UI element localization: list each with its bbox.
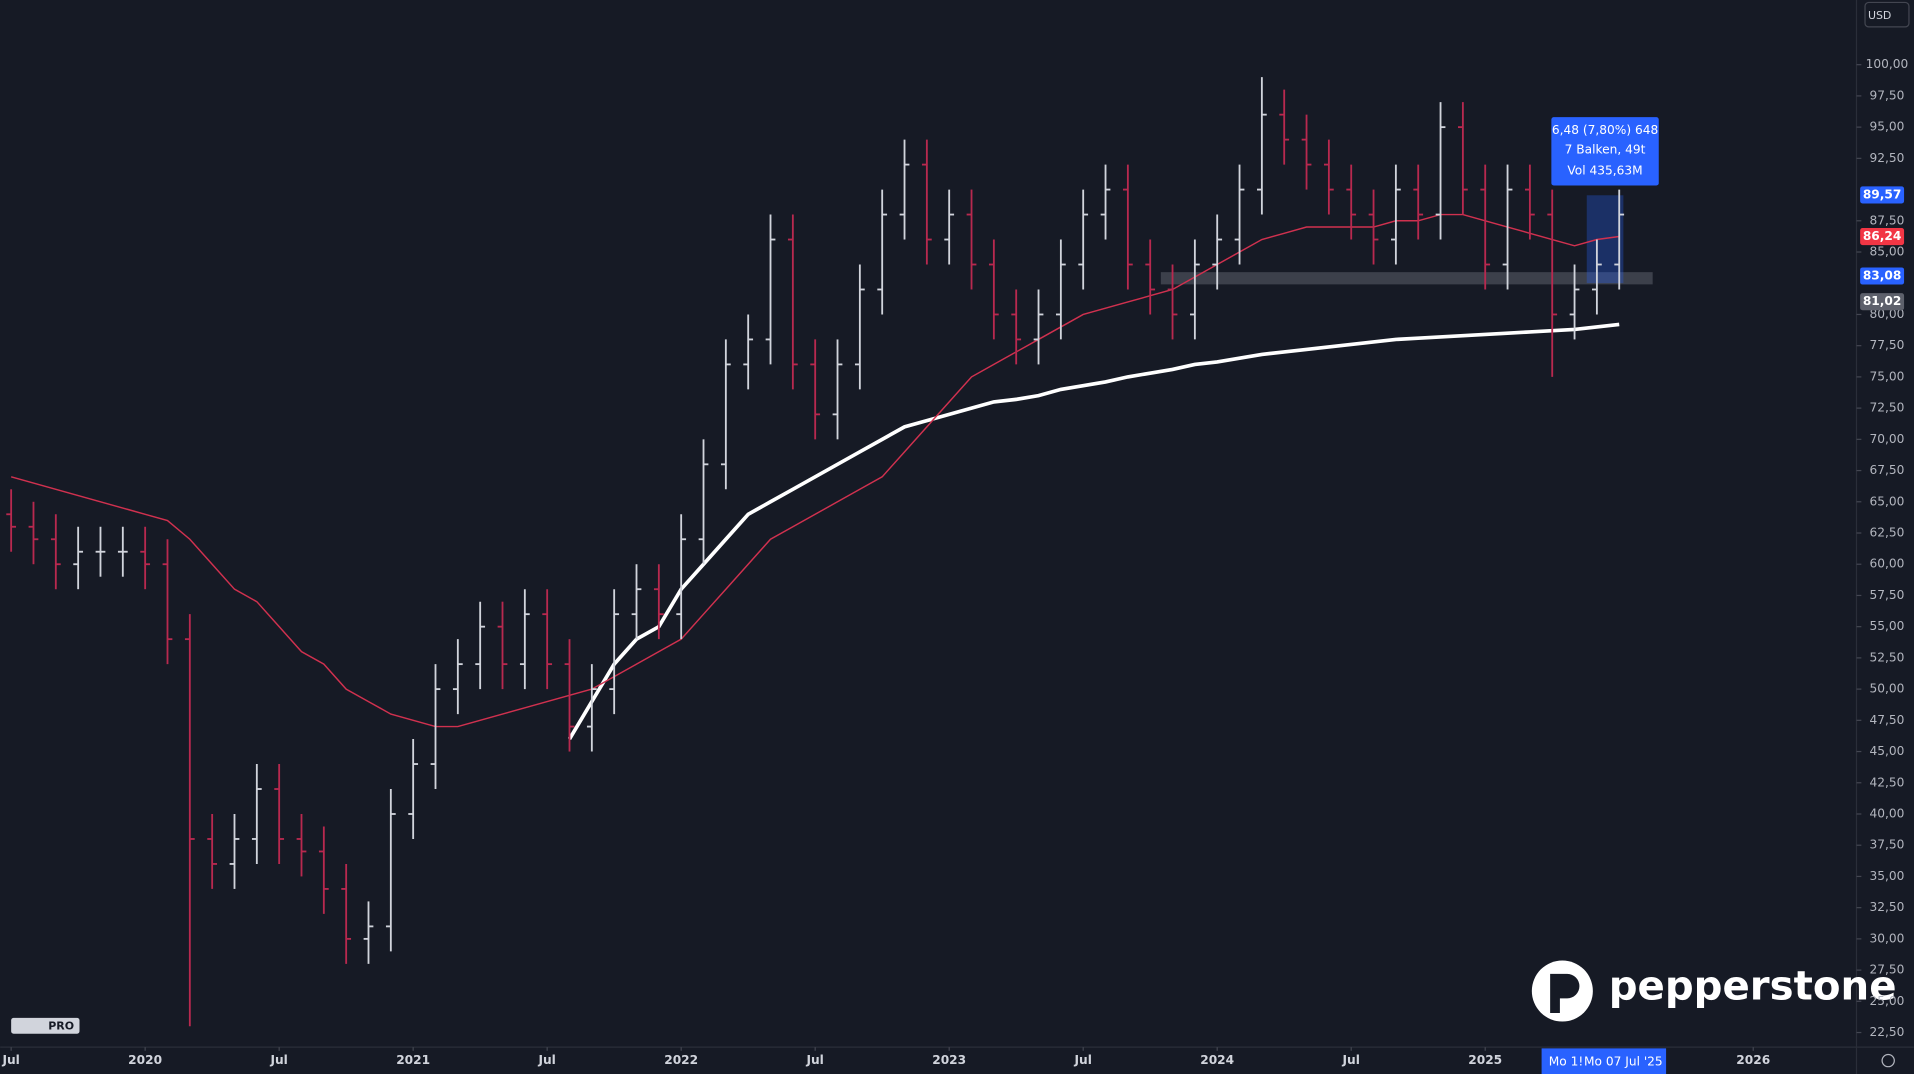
price-badge (1860, 186, 1905, 204)
y-tick-label: 80,00 (1870, 307, 1905, 321)
crosshair-date: Mo 07 Jul '25 (1584, 1054, 1663, 1068)
tooltip-line: 7 Balken, 49t (1565, 143, 1646, 157)
price-badge-label: 83,08 (1863, 268, 1902, 282)
y-tick-label: 25,00 (1870, 994, 1905, 1008)
x-tick-label: Jul (805, 1053, 823, 1067)
x-tick-label: Jul (1, 1053, 19, 1067)
y-tick-label: 60,00 (1870, 557, 1905, 571)
y-tick-label: 50,00 (1870, 682, 1905, 696)
brand-name: pepperstone (1609, 964, 1897, 1010)
plot (6, 77, 1625, 1027)
y-tick-label: 95,00 (1870, 120, 1905, 134)
x-tick-label: Jul (1342, 1053, 1360, 1067)
brand-logo: pepperstone (1531, 960, 1897, 1022)
settings-icon[interactable] (1881, 1053, 1895, 1068)
y-tick-label: 75,00 (1870, 369, 1905, 383)
measure-area (1586, 195, 1624, 284)
x-tick-label: 2024 (1200, 1053, 1234, 1067)
y-tick-label: 92,50 (1870, 151, 1905, 165)
y-tick-label: 37,50 (1870, 838, 1905, 852)
x-tick-label: 2022 (664, 1053, 698, 1067)
x-tick-label: Jul (1073, 1053, 1091, 1067)
price-badge (1860, 267, 1905, 285)
zone-band (1160, 272, 1653, 285)
y-tick-label: 45,00 (1870, 744, 1905, 758)
tooltip-line: Vol 435,63M (1567, 163, 1642, 177)
y-tick-label: 47,50 (1870, 713, 1905, 727)
crosshair-date: Mo 1! (1549, 1054, 1584, 1068)
y-tick-label: 22,50 (1870, 1025, 1905, 1039)
x-tick-label: 2026 (1736, 1053, 1770, 1067)
y-tick-label: 97,50 (1870, 88, 1905, 102)
currency-button[interactable] (1864, 1, 1910, 28)
y-tick-label: 72,50 (1870, 401, 1905, 415)
y-tick-label: 30,00 (1870, 931, 1905, 945)
moving-average (567, 322, 1620, 740)
x-tick-label: Jul (269, 1053, 287, 1067)
y-tick-label: 87,50 (1870, 213, 1905, 227)
y-tick-label: 27,50 (1870, 963, 1905, 977)
y-tick-label: 62,50 (1870, 526, 1905, 540)
y-tick-label: 55,00 (1870, 619, 1905, 633)
logo-text: PRO (48, 1019, 74, 1032)
y-tick-label: 52,50 (1870, 650, 1905, 664)
price-badge-label: 89,57 (1863, 187, 1902, 201)
y-tick-label: 35,00 (1870, 869, 1905, 883)
price-badge-label: 86,24 (1863, 229, 1902, 243)
y-tick-label: 77,50 (1870, 338, 1905, 352)
y-tick-label: 100,00 (1866, 57, 1909, 71)
y-tick-label: 65,00 (1870, 494, 1905, 508)
date-range-box (1541, 1048, 1667, 1074)
x-tick-label: 2020 (128, 1053, 162, 1067)
price-badge (1860, 227, 1905, 246)
y-tick-label: 32,50 (1870, 900, 1905, 914)
y-tick-label: 40,00 (1870, 806, 1905, 820)
measure-tooltip (1551, 117, 1659, 186)
x-tick-label: Jul (537, 1053, 555, 1067)
y-tick-label: 70,00 (1870, 432, 1905, 446)
tv-logo: PRO (11, 1017, 80, 1034)
y-tick-label: 57,50 (1870, 588, 1905, 602)
y-tick-label: 42,50 (1870, 775, 1905, 789)
y-tick-label: 85,00 (1870, 245, 1905, 259)
x-tick-label: 2023 (932, 1053, 966, 1067)
x-tick-label: 2021 (396, 1053, 430, 1067)
y-tick-label: 67,50 (1870, 463, 1905, 477)
currency[interactable]: USD (1868, 9, 1891, 22)
price-badge (1860, 293, 1905, 311)
price-badge-label: 81,02 (1863, 294, 1902, 308)
tooltip-line: 6,48 (7,80%) 648 (1552, 123, 1658, 137)
brand-mark-p (1550, 973, 1580, 1013)
logo-shape (11, 1017, 80, 1034)
x-tick-label: 2025 (1468, 1053, 1502, 1067)
